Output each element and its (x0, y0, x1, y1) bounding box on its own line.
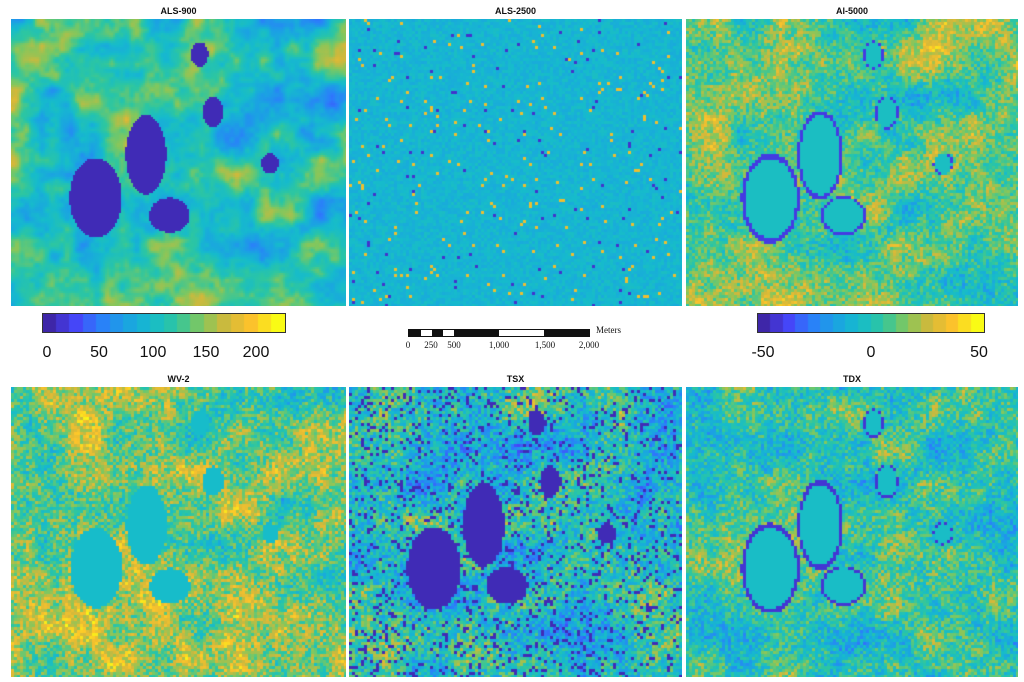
colorbar-tick: 0 (42, 344, 52, 361)
panel-tdx: TDX (686, 374, 1018, 677)
colorbar-tick: 0 (866, 344, 876, 361)
scale-label: 1,000 (488, 340, 510, 350)
scale-label: 2,000 (578, 340, 600, 350)
colorbar-tick: 100 (139, 344, 167, 361)
raster-map (11, 387, 346, 677)
colorbar-right (757, 313, 985, 333)
panel-title: Al-5000 (835, 6, 869, 16)
panel-title: TDX (843, 374, 861, 384)
panel-tsx: TSX (349, 374, 682, 677)
raster-map (686, 19, 1018, 306)
scale-bar-graphic (408, 329, 590, 337)
raster-map (11, 19, 346, 306)
colorbar-tick: 150 (192, 344, 220, 361)
scale-label: 500 (447, 340, 461, 350)
panel-wv-2: WV-2 (11, 374, 346, 677)
scale-label: 0 (405, 340, 411, 350)
panel-als-2500: ALS-2500 (349, 6, 682, 306)
scale-label: 250 (424, 340, 438, 350)
colorbar-tick: -50 (751, 344, 775, 361)
panel-al-5000: Al-5000 (686, 6, 1018, 306)
colorbar-tick: 50 (90, 344, 108, 361)
panel-title: ALS-2500 (494, 6, 537, 16)
panel-als-900: ALS-900 (11, 6, 346, 306)
panel-title: ALS-900 (160, 6, 197, 16)
raster-map (349, 19, 682, 306)
colorbar-left (42, 313, 286, 333)
colorbar-tick: 200 (242, 344, 270, 361)
panel-title: TSX (506, 374, 525, 384)
raster-map (686, 387, 1018, 677)
colorbar-tick: 50 (970, 344, 988, 361)
panel-title: WV-2 (167, 374, 190, 384)
raster-map (349, 387, 682, 677)
scale-unit: Meters (596, 325, 621, 335)
scale-label: 1,500 (534, 340, 556, 350)
